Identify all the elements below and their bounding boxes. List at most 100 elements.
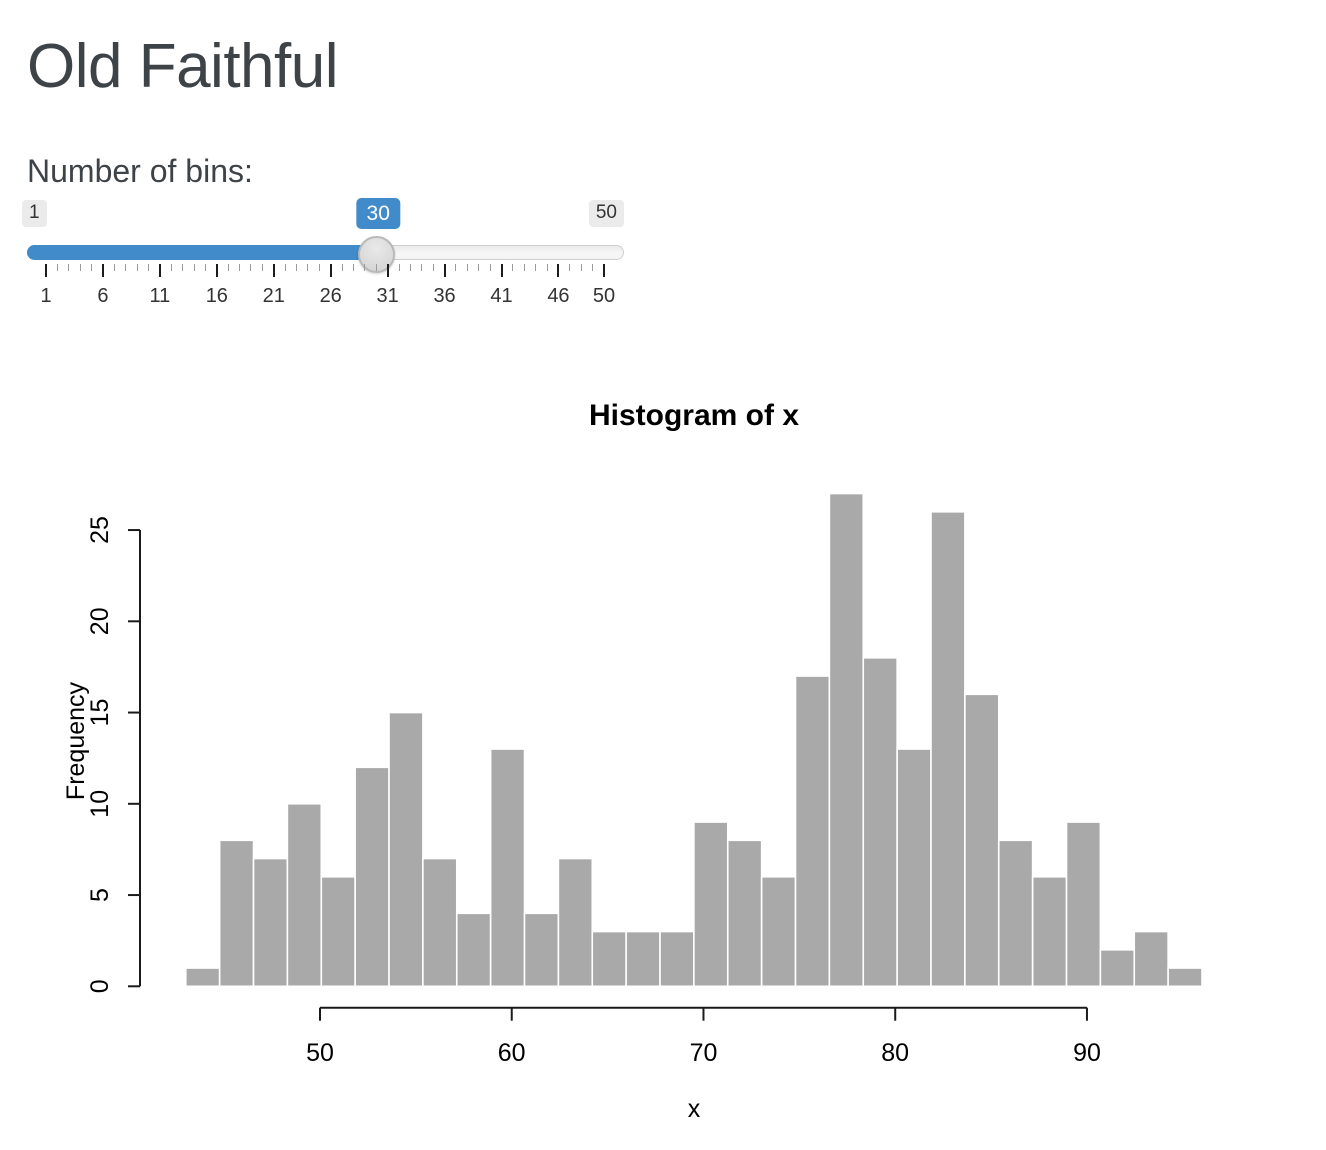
histogram-bar: [1065, 821, 1102, 988]
slider-minor-tick: [523, 264, 525, 271]
slider-major-tick: [603, 264, 605, 277]
histogram-bar: [659, 930, 695, 988]
slider-major-tick: [443, 264, 446, 277]
y-tick-label: 0: [86, 979, 114, 993]
slider-minor-tick: [68, 264, 70, 271]
histogram-bar: [964, 693, 1000, 988]
y-tick-label: 20: [86, 607, 114, 635]
x-tick-label: 70: [690, 1039, 718, 1067]
histogram-bar: [726, 839, 763, 988]
slider-tick-label: 26: [319, 285, 342, 307]
slider-value-bubble: 30: [356, 198, 400, 230]
slider-major-tick: [386, 264, 389, 277]
slider-tick-label: 6: [97, 285, 109, 307]
slider-tick-label: 46: [547, 285, 570, 307]
histogram-bar: [997, 839, 1034, 988]
histogram-bar: [354, 766, 390, 988]
histogram-bar: [828, 492, 865, 988]
histogram-bar: [693, 821, 729, 988]
y-tick-label: 10: [86, 790, 114, 818]
histogram-bar: [896, 748, 932, 988]
slider-minor-tick: [580, 264, 582, 271]
plot-title: Histogram of x: [589, 399, 799, 432]
histogram-bar: [252, 857, 289, 988]
slider-minor-tick: [91, 264, 93, 271]
slider-minor-tick: [79, 264, 81, 271]
plot-axes: 0 5 10 15 20 25 50 60 70 80 90: [86, 516, 1101, 1067]
y-tick-label: 5: [86, 888, 114, 902]
histogram-bar: [1031, 875, 1068, 988]
slider-minor-tick: [432, 264, 434, 271]
histogram-bar: [557, 857, 594, 988]
slider-minor-tick: [296, 264, 298, 271]
histogram-bar: [760, 875, 797, 988]
slider-major-tick: [45, 264, 47, 277]
slider-minor-tick: [375, 264, 377, 271]
slider-minor-tick: [352, 264, 354, 271]
y-tick-label: 25: [86, 516, 114, 544]
slider-minor-tick: [125, 264, 127, 271]
slider-minor-tick: [535, 264, 537, 271]
page-title: Old Faithful: [27, 32, 339, 101]
slider-minor-tick: [182, 264, 184, 271]
histogram-bar: [930, 511, 966, 988]
slider-min-label: 1: [22, 200, 47, 227]
histogram-plot: Histogram of x Frequency x 0 5 10 15 20 25 50 6…: [62, 399, 1203, 1123]
slider-minor-tick: [250, 264, 252, 271]
slider-minor-tick: [478, 264, 480, 271]
slider-fill: [27, 245, 377, 260]
x-tick-label: 50: [306, 1039, 334, 1067]
slider-minor-tick: [466, 264, 468, 271]
slider-minor-tick: [592, 264, 594, 271]
slider-major-tick: [500, 264, 503, 277]
slider-major-tick: [557, 264, 560, 277]
histogram-bar: [794, 675, 831, 988]
slider-minor-tick: [284, 264, 286, 271]
slider-minor-tick: [455, 264, 457, 271]
histogram-bar: [1167, 967, 1203, 988]
histogram-bar: [184, 967, 221, 988]
slider-minor-tick: [398, 264, 400, 271]
histogram-bar: [422, 857, 458, 988]
histogram-bar: [320, 875, 356, 988]
slider-minor-tick: [261, 264, 263, 271]
histogram-bar: [625, 930, 661, 988]
slider-minor-tick: [307, 264, 309, 271]
slider-major-tick: [329, 264, 332, 277]
slider-minor-tick: [489, 264, 491, 271]
histogram-bar: [1099, 948, 1136, 988]
slider-tick-label: 50: [592, 285, 616, 307]
y-axis-label: Frequency: [62, 681, 90, 800]
slider-tick-label: 41: [490, 285, 513, 307]
slider-minor-tick: [421, 264, 423, 271]
slider-major-tick: [158, 264, 161, 277]
slider-minor-tick: [318, 264, 320, 271]
slider-minor-tick: [204, 264, 206, 271]
y-tick-label: 15: [86, 699, 114, 727]
slider-tick-label: 11: [149, 285, 171, 307]
histogram-bar: [862, 656, 898, 988]
slider-label: Number of bins:: [27, 153, 253, 189]
histogram-bars: [184, 492, 1203, 988]
slider-tick-label: 1: [40, 285, 52, 307]
x-tick-label: 90: [1073, 1039, 1101, 1067]
slider-minor-tick: [56, 264, 58, 271]
histogram-bar: [455, 912, 492, 988]
slider-grid: 1 6 11 16 21 26 31 36 41 46 50: [27, 264, 624, 314]
slider-major-tick: [272, 264, 275, 277]
slider-major-tick: [215, 264, 218, 277]
slider-tick-label: 36: [433, 285, 456, 307]
histogram-bar: [591, 930, 627, 988]
slider-tick-label: 31: [376, 285, 399, 307]
slider-minor-tick: [364, 264, 366, 271]
slider-minor-tick: [341, 264, 343, 271]
bins-slider[interactable]: 1 50 30 1 6 11 16 21 26 31 36 41 46 50: [22, 198, 624, 315]
x-tick-label: 60: [498, 1039, 526, 1067]
slider-tick-label: 16: [205, 285, 228, 307]
slider-minor-tick: [239, 264, 241, 271]
slider-minor-tick: [512, 264, 514, 271]
slider-minor-tick: [147, 264, 149, 271]
slider-minor-tick: [569, 264, 571, 271]
histogram-bar: [489, 748, 526, 988]
